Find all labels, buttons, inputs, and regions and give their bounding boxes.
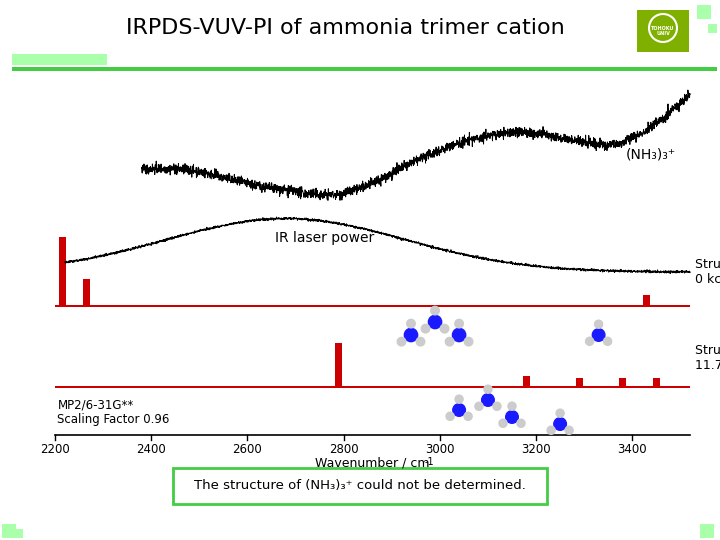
Bar	[708, 24, 717, 33]
Bar	[637, 10, 689, 52]
Text: 2800: 2800	[329, 443, 359, 456]
Text: TOHOKU
UNIV: TOHOKU UNIV	[652, 25, 675, 36]
Text: 3400: 3400	[618, 443, 647, 456]
Bar	[697, 5, 711, 19]
Text: 2600: 2600	[233, 443, 262, 456]
FancyBboxPatch shape	[173, 468, 547, 504]
Circle shape	[505, 411, 518, 423]
Circle shape	[431, 306, 439, 315]
Bar	[700, 524, 714, 538]
Circle shape	[565, 426, 573, 434]
Circle shape	[455, 319, 464, 328]
Text: 3200: 3200	[521, 443, 551, 456]
Circle shape	[493, 402, 501, 410]
Bar	[619, 378, 626, 388]
Circle shape	[416, 338, 425, 346]
Circle shape	[421, 325, 430, 333]
Circle shape	[517, 419, 525, 427]
Circle shape	[547, 426, 555, 434]
Text: -1: -1	[425, 457, 434, 467]
Circle shape	[445, 338, 454, 346]
Circle shape	[455, 395, 463, 403]
Circle shape	[475, 402, 483, 410]
Circle shape	[508, 402, 516, 410]
Circle shape	[499, 419, 507, 427]
Text: MP2/6-31G**
Scaling Factor 0.96: MP2/6-31G** Scaling Factor 0.96	[58, 398, 170, 426]
Bar	[14, 529, 23, 538]
Text: 2400: 2400	[136, 443, 166, 456]
Text: Structure 2
11.7 kcal/mol: Structure 2 11.7 kcal/mol	[695, 344, 720, 372]
Bar	[336, 343, 342, 388]
Bar	[653, 378, 660, 388]
Circle shape	[440, 325, 449, 333]
Circle shape	[585, 338, 594, 346]
Bar	[59, 237, 66, 307]
Text: The structure of (NH₃)₃⁺ could not be determined.: The structure of (NH₃)₃⁺ could not be de…	[194, 480, 526, 492]
Bar	[55, 305, 690, 307]
Bar	[12, 54, 107, 65]
Circle shape	[397, 338, 406, 346]
Text: 3000: 3000	[425, 443, 454, 456]
Circle shape	[556, 409, 564, 417]
Circle shape	[554, 418, 567, 430]
Bar	[576, 378, 583, 388]
Bar	[83, 279, 90, 307]
Circle shape	[482, 394, 494, 406]
Bar	[2, 524, 16, 538]
Circle shape	[464, 412, 472, 420]
Bar	[643, 295, 650, 307]
Text: Wavenumber / cm: Wavenumber / cm	[315, 457, 430, 470]
Circle shape	[407, 319, 415, 328]
Circle shape	[595, 320, 603, 328]
Circle shape	[428, 315, 441, 329]
Text: 2200: 2200	[40, 443, 70, 456]
Circle shape	[452, 328, 466, 342]
Text: (NH₃)₃⁺: (NH₃)₃⁺	[626, 148, 675, 162]
Circle shape	[464, 338, 473, 346]
Circle shape	[446, 412, 454, 420]
Circle shape	[405, 328, 418, 342]
Circle shape	[484, 385, 492, 393]
Circle shape	[453, 404, 465, 416]
Text: IRPDS-VUV-PI of ammonia trimer cation: IRPDS-VUV-PI of ammonia trimer cation	[125, 18, 564, 38]
Bar	[12, 67, 717, 71]
Text: IR laser power: IR laser power	[275, 231, 374, 245]
Circle shape	[603, 338, 612, 346]
Text: Structure 1
0 kcal/mol: Structure 1 0 kcal/mol	[695, 258, 720, 286]
Circle shape	[593, 329, 605, 341]
Bar	[55, 386, 690, 388]
Bar	[523, 376, 530, 388]
